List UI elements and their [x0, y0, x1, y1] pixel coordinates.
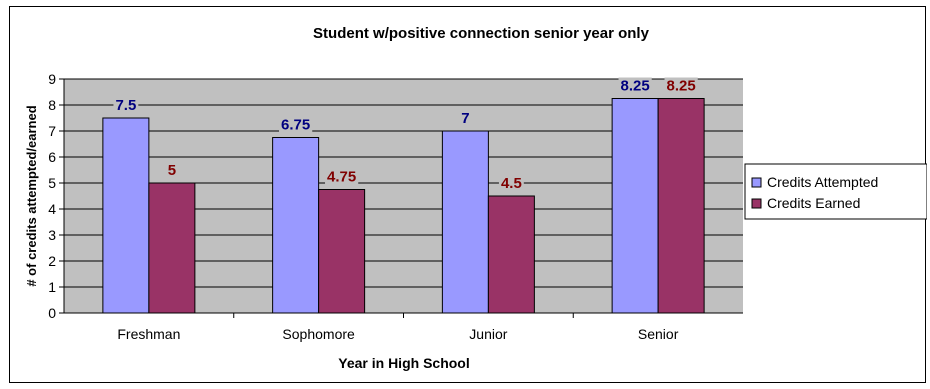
bar-credits-earned-freshman	[148, 182, 196, 314]
legend-label-credits-earned: Credits Earned	[767, 195, 860, 211]
y-tick-label: 8	[48, 97, 56, 113]
data-label-credits-attempted-senior: 8.25	[621, 78, 650, 95]
x-tick-label-senior: Senior	[638, 326, 679, 342]
y-tick-label: 1	[48, 279, 56, 295]
bar-credits-earned-senior	[657, 98, 705, 314]
y-tick-label: 4	[48, 201, 56, 217]
y-tick-label: 6	[48, 149, 56, 165]
bar-credits-earned-sophomore	[318, 189, 366, 314]
y-tick-label: 3	[48, 227, 56, 243]
data-label-background	[664, 77, 698, 94]
y-tick-label: 9	[48, 71, 56, 87]
bar-credits-attempted-sophomore	[272, 137, 320, 314]
data-label-background	[498, 175, 524, 191]
data-label-credits-earned-senior: 8.25	[667, 78, 696, 95]
bar-chart: Student w/positive connection senior yea…	[24, 25, 928, 371]
data-labels: 7.5 5 6.75 4.75 7 4.5 8.25 8.25	[113, 77, 698, 192]
x-axis-label: Year in High School	[338, 355, 469, 371]
data-label-credits-earned-freshman: 5	[168, 162, 176, 179]
x-tick-label-junior: Junior	[469, 326, 507, 342]
data-label-background	[113, 97, 139, 113]
y-tick-label: 2	[48, 253, 56, 269]
data-label-background	[279, 116, 313, 133]
data-label-background	[165, 162, 179, 178]
data-label-background	[325, 168, 359, 185]
data-label-background	[459, 110, 472, 126]
y-tick-label: 0	[48, 305, 56, 321]
chart-frame: Student w/positive connection senior yea…	[9, 6, 928, 383]
data-label-background	[618, 77, 652, 94]
y-tick-label: 5	[48, 175, 56, 191]
legend-swatch-credits-earned	[751, 198, 762, 209]
data-label-credits-attempted-freshman: 7.5	[115, 97, 136, 114]
legend-box	[744, 163, 928, 220]
legend-label-credits-attempted: Credits Attempted	[767, 174, 878, 190]
data-label-credits-attempted-junior: 7	[461, 110, 469, 127]
y-ticks: 0 1 2 3 4 5 6 7 8 9	[48, 71, 64, 321]
x-tick-label-sophomore: Sophomore	[282, 326, 355, 342]
x-ticks: Freshman Sophomore Junior Senior	[117, 313, 679, 342]
bar-credits-attempted-junior	[441, 130, 489, 314]
data-label-credits-attempted-sophomore: 6.75	[281, 117, 310, 134]
x-tick-label-freshman: Freshman	[117, 326, 180, 342]
data-label-credits-earned-junior: 4.5	[501, 175, 522, 192]
data-label-credits-earned-sophomore: 4.75	[327, 169, 356, 186]
bars	[102, 98, 705, 314]
legend-swatch-credits-attempted	[751, 177, 762, 188]
bar-credits-earned-junior	[487, 195, 535, 314]
y-tick-label: 7	[48, 123, 56, 139]
y-axis-label: # of credits attempted/earned	[24, 105, 39, 286]
bar-credits-attempted-senior	[611, 98, 659, 314]
chart-title: Student w/positive connection senior yea…	[313, 25, 650, 42]
legend: Credits Attempted Credits Earned	[744, 163, 928, 220]
bar-credits-attempted-freshman	[102, 117, 150, 314]
